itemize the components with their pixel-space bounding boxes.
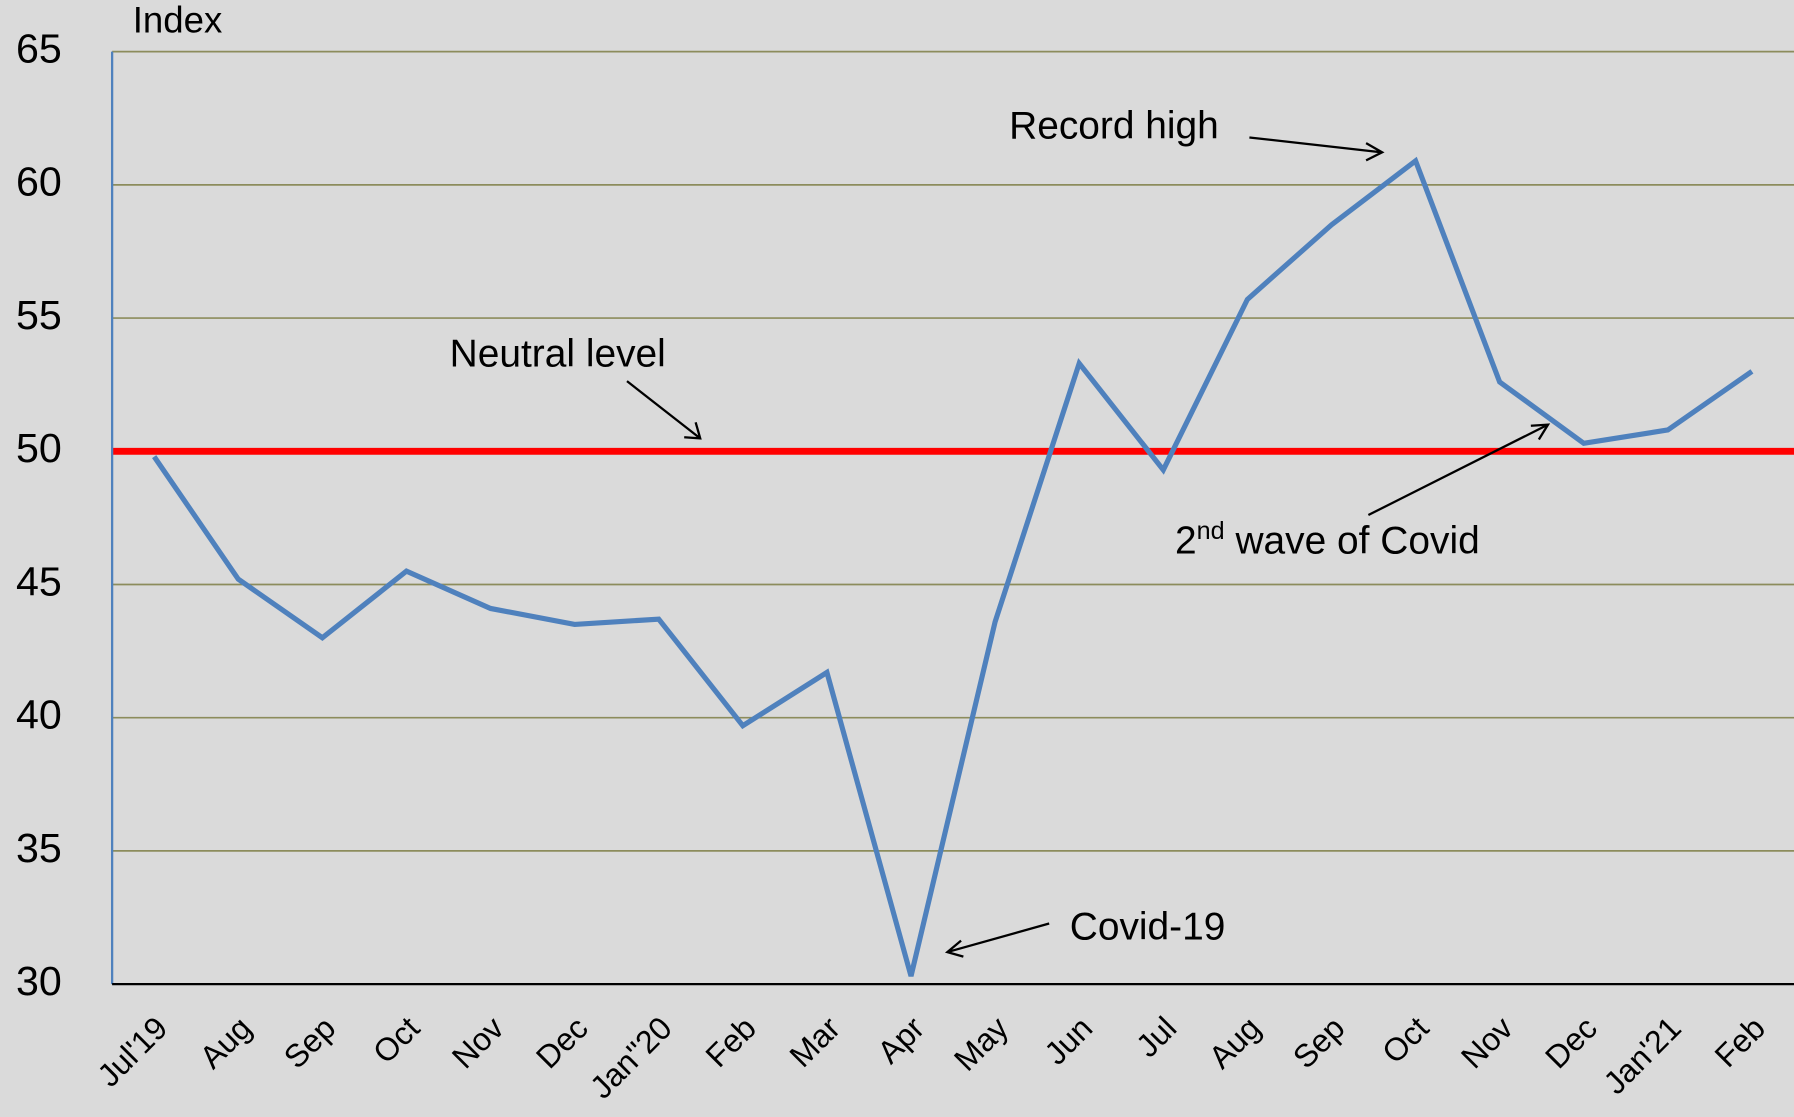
- y-tick-label: 45: [16, 558, 62, 604]
- annotation-part: 2: [1175, 520, 1197, 563]
- y-tick-label: 60: [16, 159, 62, 205]
- arrows: [626, 136, 1551, 958]
- annotation: Covid-19: [1070, 905, 1226, 948]
- y-tick-label: 40: [16, 692, 62, 738]
- annotation: Record high: [1009, 105, 1219, 148]
- arrow: [626, 380, 702, 440]
- data-line: [152, 156, 1754, 977]
- annotation: 2nd wave of Covid: [1175, 517, 1480, 563]
- annotation-part: nd: [1197, 517, 1225, 545]
- y-tick-label: 50: [16, 425, 62, 471]
- y-tick-label: 65: [16, 26, 62, 72]
- arrow: [944, 922, 1050, 958]
- y-tick-label: 30: [16, 958, 62, 1004]
- y-tick-label: 35: [16, 825, 62, 871]
- annotation-part: wave of Covid: [1225, 520, 1480, 563]
- arrow: [1367, 423, 1551, 517]
- annotation: Neutral level: [450, 332, 666, 375]
- marks: [112, 156, 1794, 977]
- arrow: [1249, 136, 1385, 162]
- y-axis-label: Index: [133, 0, 223, 41]
- y-tick-label: 55: [16, 292, 62, 338]
